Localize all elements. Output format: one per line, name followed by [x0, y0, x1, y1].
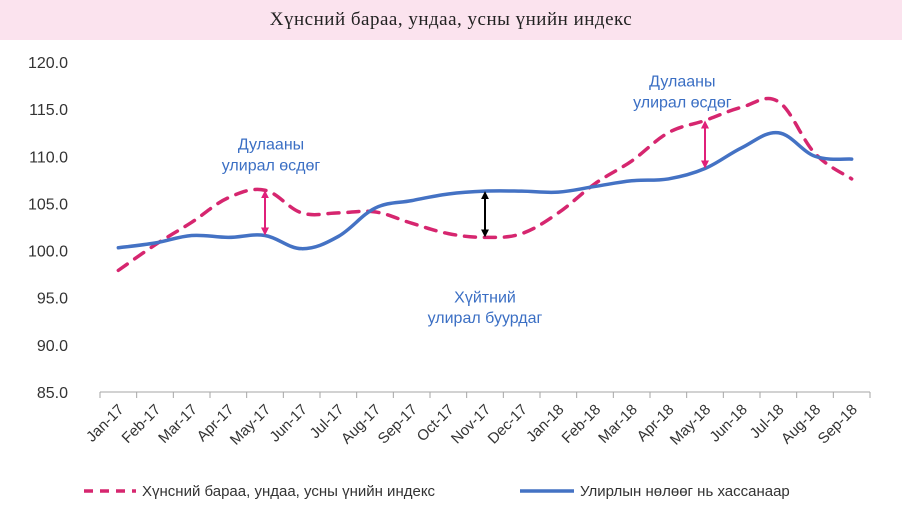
y-tick-label: 100.0 — [28, 244, 68, 261]
y-tick-label: 115.0 — [29, 102, 68, 119]
x-tick-label: Mar-18 — [595, 401, 641, 447]
legend-label-seasonally-adjusted: Улирлын нөлөөг нь хассанаар — [580, 483, 790, 500]
x-tick-label: May-18 — [667, 401, 714, 448]
chart-title: Хүнсний бараа, ундаа, усны үнийн индекс — [269, 9, 633, 30]
annotation-text: Хүйтний улирал буурдаг — [428, 289, 543, 327]
y-tick-label: 90.0 — [37, 338, 68, 355]
x-tick-label: Nov-17 — [448, 401, 494, 447]
annotation-text: Дулааны улирал өсдөг — [222, 137, 321, 175]
x-tick-label: Mar-17 — [155, 401, 201, 447]
series-line-seasonally-adjusted — [116, 130, 854, 251]
x-tick-label: Aug-18 — [778, 401, 824, 447]
annotation-text: Дулааны улирал өсдөг — [633, 74, 732, 112]
chart-title-bar: Хүнсний бараа, ундаа, усны үнийн индекс — [0, 0, 902, 40]
x-tick-label: Sep-17 — [375, 401, 421, 447]
series-line-index — [116, 96, 854, 273]
y-tick-label: 110.0 — [29, 149, 68, 166]
x-tick-label: Jun-18 — [706, 401, 750, 445]
legend-label-index: Хүнсний бараа, ундаа, усны үнийн индекс — [142, 483, 436, 500]
x-tick-label: May-17 — [227, 401, 274, 448]
y-tick-label: 120.0 — [28, 55, 68, 72]
x-tick-label: Aug-17 — [338, 401, 384, 447]
x-tick-label: Sep-18 — [815, 401, 861, 447]
x-tick-label: Feb-18 — [559, 401, 605, 447]
x-tick-label: Jan-17 — [83, 401, 127, 445]
x-tick-label: Jan-18 — [523, 401, 567, 445]
line-chart: 85.0 90.0 95.0 100.0 105.0 110.0 115.0 120.0 Jan… — [28, 55, 871, 500]
x-tick-label: Jun-17 — [266, 401, 310, 445]
x-tick-label: Feb-17 — [119, 401, 165, 447]
y-tick-label: 95.0 — [37, 291, 68, 308]
y-tick-label: 105.0 — [28, 196, 68, 213]
x-tick-label: Dec-17 — [485, 401, 531, 447]
y-tick-label: 85.0 — [37, 385, 68, 402]
